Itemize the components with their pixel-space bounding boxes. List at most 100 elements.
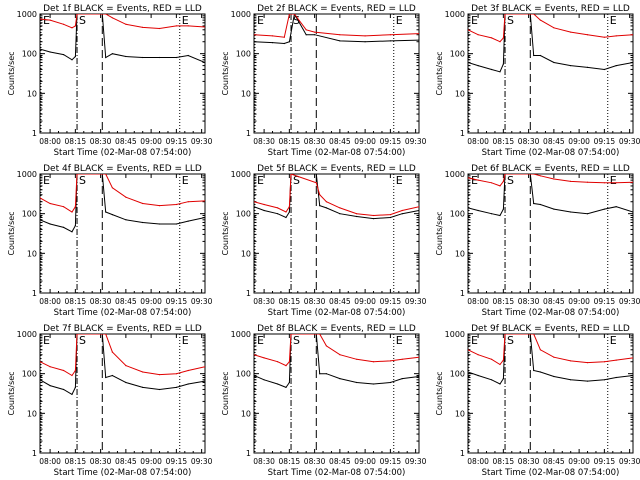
- x-axis-label: Start Time (02-Mar-08 07:54:00): [268, 308, 406, 318]
- series-line-events: [40, 14, 205, 63]
- data-point-lld: [105, 334, 107, 335]
- data-point-lld: [499, 363, 501, 366]
- data-point-lld: [632, 357, 633, 359]
- data-point-events: [632, 61, 633, 64]
- data-point-lld: [632, 181, 633, 183]
- x-tick-label: 08:15: [493, 137, 515, 146]
- data-point-lld: [290, 334, 292, 335]
- x-tick-label: 08:00: [467, 137, 489, 146]
- event-marker-label: E: [610, 174, 617, 187]
- y-tick-label: 1: [32, 449, 37, 458]
- data-point-lld: [101, 14, 103, 15]
- data-point-events: [125, 219, 127, 221]
- x-tick-label: 09:00: [354, 457, 376, 466]
- y-tick-label: 10: [27, 409, 37, 418]
- data-point-lld: [285, 211, 287, 213]
- data-point-events: [418, 39, 419, 41]
- event-marker-label: E: [396, 334, 403, 347]
- data-point-lld: [389, 360, 391, 362]
- data-point-events: [586, 380, 589, 382]
- data-point-lld: [339, 34, 341, 36]
- data-point-events: [615, 376, 617, 379]
- data-point-lld: [76, 14, 78, 15]
- data-point-lld: [263, 203, 265, 206]
- x-tick-label: 08:30: [304, 457, 326, 466]
- data-point-events: [63, 388, 65, 391]
- data-point-lld: [553, 178, 555, 180]
- data-point-events: [389, 216, 391, 219]
- data-point-events: [63, 54, 65, 56]
- data-point-events: [142, 56, 144, 59]
- x-tick-label: 08:15: [279, 457, 301, 466]
- chart-title: Det 2f BLACK = Events, RED = LLD: [257, 4, 416, 14]
- data-point-lld: [101, 334, 103, 335]
- event-marker-label: S: [293, 334, 300, 347]
- chart-panel-4: Det 4f BLACK = Events, RED = LLD 1 10 100 10…: [7, 164, 213, 318]
- data-point-lld: [529, 14, 531, 15]
- x-tick-label: 09:30: [191, 297, 213, 306]
- data-point-events: [74, 225, 76, 227]
- x-tick-label: 09:15: [380, 457, 402, 466]
- y-tick-label: 1000: [231, 330, 251, 339]
- x-tick-label: 09:30: [405, 137, 427, 146]
- y-tick-label: 1: [246, 289, 251, 298]
- plot-frame: [253, 173, 420, 294]
- data-point-lld: [277, 361, 279, 363]
- event-marker-label: E: [396, 14, 403, 27]
- data-point-events: [71, 231, 73, 233]
- y-tick-label: 1000: [445, 170, 465, 179]
- chart-title: Det 6f BLACK = Events, RED = LLD: [471, 164, 630, 174]
- x-tick-label: 08:45: [329, 297, 351, 306]
- data-point-lld: [76, 174, 78, 175]
- data-point-events: [502, 378, 504, 380]
- y-tick-label: 100: [450, 370, 465, 379]
- x-tick-label: 08:30: [304, 137, 326, 146]
- data-point-lld: [254, 201, 255, 203]
- x-tick-label: 08:15: [493, 457, 515, 466]
- data-point-events: [570, 65, 572, 67]
- x-tick-label: 09:00: [140, 457, 162, 466]
- x-axis-label: Start Time (02-Mar-08 07:54:00): [482, 148, 620, 158]
- data-point-lld: [477, 354, 479, 356]
- x-tick-label: 09:00: [568, 297, 590, 306]
- data-point-lld: [401, 358, 403, 360]
- y-tick-label: 1: [32, 129, 37, 138]
- data-point-lld: [204, 200, 205, 202]
- x-tick-label: 08:30: [90, 137, 112, 146]
- event-marker-label: E: [257, 14, 264, 27]
- data-point-events: [187, 220, 189, 222]
- data-point-events: [142, 386, 144, 388]
- data-point-events: [339, 40, 341, 42]
- y-tick-label: 1000: [231, 170, 251, 179]
- event-marker-label: S: [507, 334, 514, 347]
- data-point-lld: [63, 206, 65, 208]
- data-point-events: [356, 215, 358, 218]
- x-tick-label: 09:00: [568, 137, 590, 146]
- data-point-events: [187, 383, 189, 385]
- data-point-events: [285, 216, 287, 219]
- data-point-lld: [603, 36, 606, 38]
- data-point-events: [49, 385, 51, 387]
- y-tick-label: 1000: [17, 330, 37, 339]
- y-tick-label: 10: [241, 89, 251, 98]
- x-tick-label: 09:30: [619, 297, 640, 306]
- data-point-lld: [315, 334, 317, 335]
- data-point-lld: [40, 197, 41, 199]
- data-point-events: [615, 206, 617, 208]
- event-marker-label: E: [182, 174, 189, 187]
- data-point-lld: [71, 374, 73, 377]
- x-tick-label: 08:30: [253, 457, 275, 466]
- data-point-events: [187, 54, 189, 57]
- chart-title: Det 9f BLACK = Events, RED = LLD: [471, 324, 630, 334]
- data-point-lld: [570, 180, 572, 182]
- data-point-lld: [71, 211, 73, 213]
- data-point-events: [254, 206, 255, 208]
- data-point-lld: [142, 26, 144, 28]
- chart-title: Det 7f BLACK = Events, RED = LLD: [43, 324, 202, 334]
- y-tick-label: 1: [460, 289, 465, 298]
- chart-title: Det 5f BLACK = Events, RED = LLD: [257, 164, 416, 174]
- x-tick-label: 08:00: [467, 457, 489, 466]
- data-point-events: [418, 209, 419, 212]
- x-tick-label: 09:15: [594, 297, 616, 306]
- series-line-lld: [468, 14, 633, 43]
